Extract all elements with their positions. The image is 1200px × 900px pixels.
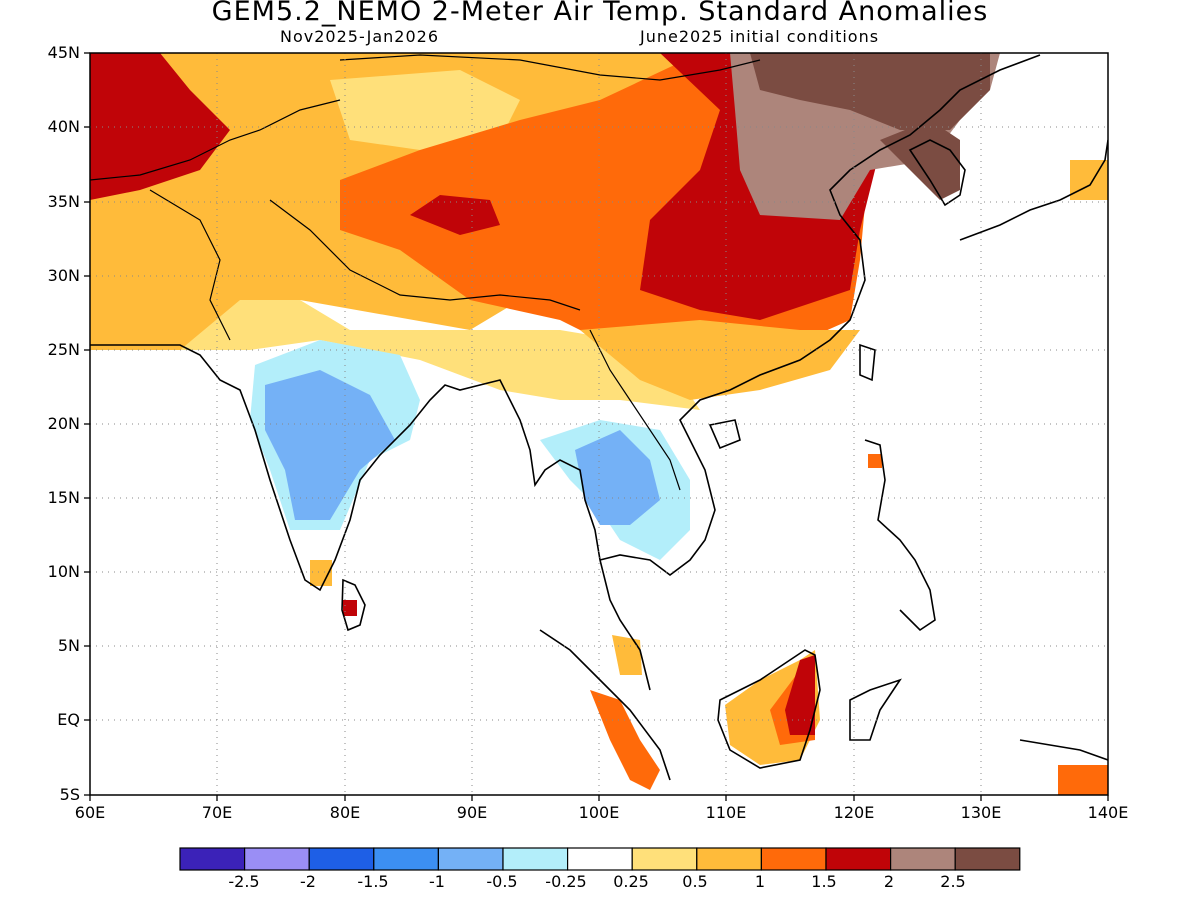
border-central-asia <box>90 99 341 181</box>
anomaly-region-tibet-red <box>410 195 500 235</box>
coastline-japan <box>959 139 1108 241</box>
colorbar-label: 0.5 <box>682 872 708 891</box>
lat-tick-label: 10N <box>47 562 80 581</box>
lat-tick-label: 20N <box>47 414 80 433</box>
coastline-korea <box>908 139 966 207</box>
lon-tick-label: 70E <box>201 803 233 822</box>
lat-tick-label: 40N <box>47 117 80 136</box>
lon-tick-label: 130E <box>960 803 1002 822</box>
border-indochina <box>589 329 681 491</box>
anomaly-region-south-china <box>580 320 860 400</box>
lat-tick-label: 35N <box>47 192 80 211</box>
anomaly-region-sumatra <box>590 690 660 790</box>
colorbar-swatch <box>502 847 569 871</box>
colorbar-label: -2.5 <box>228 872 260 891</box>
lat-tick-label: 5N <box>57 636 80 655</box>
coastline-taiwan <box>859 343 876 382</box>
tick-marks <box>84 52 1109 801</box>
colorbar-swatch <box>373 847 439 871</box>
coastline-hainan <box>708 419 741 450</box>
map-title: GEM5.2_NEMO 2-Meter Air Temp. Standard A… <box>211 0 989 27</box>
lat-tick-label: 25N <box>47 340 80 359</box>
anomaly-region-sri-lanka <box>343 600 357 616</box>
initial-conditions: June2025 initial conditions <box>640 27 880 46</box>
colorbar-swatch <box>631 847 698 871</box>
colorbar-swatch <box>696 847 762 871</box>
colorbar-label: -0.5 <box>486 872 518 891</box>
border-pakistan <box>149 189 231 341</box>
coastline-philippines <box>864 439 936 632</box>
anomaly-region-philippines <box>868 454 882 468</box>
colorbar-swatch <box>566 847 633 871</box>
anomaly-region-india-blue <box>265 370 395 520</box>
graticule <box>90 53 1108 795</box>
lat-tick-label: 15N <box>47 488 80 507</box>
lon-tick-label: 120E <box>833 803 875 822</box>
colorbar-label: -0.25 <box>545 872 587 891</box>
coastlines <box>90 54 1108 781</box>
colorbar-swatch <box>760 847 827 871</box>
anomaly-region-malaysia <box>612 635 642 675</box>
colorbar-label: 2 <box>883 872 895 891</box>
lat-tick-label: 30N <box>47 266 80 285</box>
colorbar-swatch <box>179 847 246 871</box>
anomaly-region-kazakhstan <box>90 53 230 200</box>
colorbar-label: -2 <box>300 872 316 891</box>
lon-tick-label: 80E <box>329 803 361 822</box>
colorbar-swatch <box>954 847 1021 871</box>
lat-tick-label: 45N <box>47 43 80 62</box>
border-himalaya <box>269 199 581 311</box>
anomaly-region-south-india <box>310 560 332 586</box>
coastline-borneo <box>717 649 821 769</box>
lon-tick-label: 100E <box>578 803 620 822</box>
anomaly-region-borneo-darkred <box>785 655 815 735</box>
colorbar-label: -1 <box>429 872 445 891</box>
colorbar-swatch <box>308 847 375 871</box>
colorbar-swatch <box>825 847 892 871</box>
lat-tick-label: 5S <box>59 785 80 804</box>
coastline-sumatra <box>539 629 671 781</box>
coastline-india <box>90 344 651 691</box>
coastline-sri-lanka <box>341 578 366 632</box>
coastline-new-guinea <box>1019 739 1108 761</box>
colorbar-label: -1.5 <box>357 872 389 891</box>
border-mongolia <box>339 54 761 81</box>
anomaly-region-new-guinea <box>1058 765 1108 795</box>
lon-tick-label: 110E <box>705 803 747 822</box>
anomaly-region-south-asia-yellow <box>180 300 700 410</box>
colorbar-label: 2.5 <box>940 872 966 891</box>
colorbar-swatch <box>889 847 956 871</box>
forecast-period: Nov2025-Jan2026 <box>280 27 439 46</box>
colorbar-swatch <box>244 847 310 871</box>
coastline-sulawesi <box>849 678 902 741</box>
anomaly-region-mongolia-dark <box>750 53 990 130</box>
anomaly-region-indochina-blue <box>575 430 660 525</box>
colorbar-swatch <box>437 847 504 871</box>
lat-tick-label: EQ <box>57 710 80 729</box>
anomaly-fields <box>90 53 1108 795</box>
lon-tick-label: 140E <box>1087 803 1129 822</box>
colorbar <box>179 847 1021 871</box>
lon-tick-label: 60E <box>74 803 106 822</box>
colorbar-label: 1.5 <box>811 872 837 891</box>
colorbar-label: 1 <box>754 872 766 891</box>
coastline-indochina <box>599 54 1041 576</box>
colorbar-label: 0.25 <box>613 872 649 891</box>
lon-tick-label: 90E <box>456 803 488 822</box>
